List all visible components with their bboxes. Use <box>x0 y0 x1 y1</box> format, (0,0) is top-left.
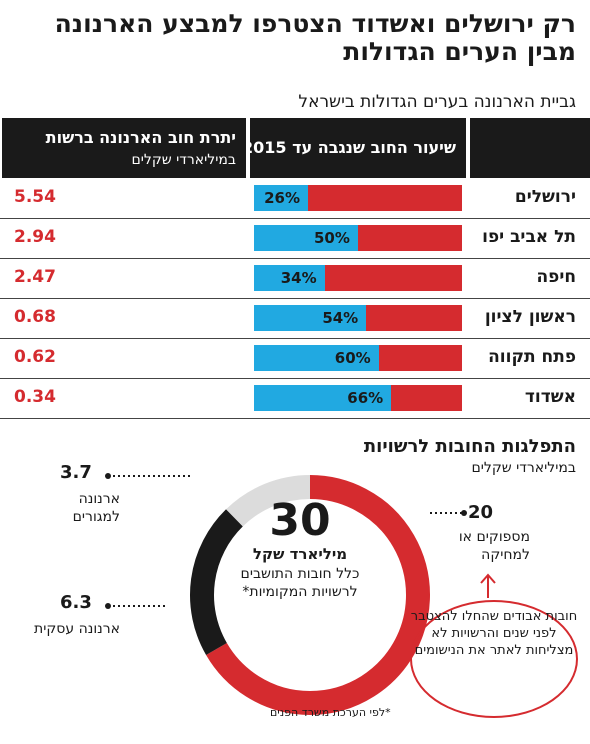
collection-bar: 66% <box>254 385 462 411</box>
collection-bar: 26% <box>254 185 462 211</box>
city-name: תל אביב יפו <box>482 227 576 247</box>
title-line-1: רק ירושלים ואשדוד הצטרפו למבצע הארנונה <box>54 9 576 38</box>
slice-value-residential: 3.7 <box>60 462 92 483</box>
city-name: פתח תקווה <box>488 347 576 367</box>
donut-slice-business <box>190 509 244 655</box>
collected-portion-bar <box>254 345 379 371</box>
donut-slice-residential <box>226 475 311 527</box>
slice-value-business: 6.3 <box>60 592 92 613</box>
title-line-2: מבין הערים הגדולות <box>343 37 576 66</box>
debt-value: 2.94 <box>14 227 56 247</box>
note-arrow-head <box>480 573 496 584</box>
table-row: אשדוד 66% 0.34 <box>0 378 590 419</box>
collection-bar: 60% <box>254 345 462 371</box>
donut-total-unit: מיליארד שקל <box>252 545 348 563</box>
header-city-cell <box>470 118 590 178</box>
collected-pct-label: 60% <box>334 349 371 367</box>
note-bubble <box>410 600 578 718</box>
collected-portion-bar <box>254 225 358 251</box>
leader-dot-business <box>105 603 111 609</box>
donut-slice-write-off <box>206 475 430 715</box>
leader-dot-write-off <box>461 510 467 516</box>
table-row: ראשון לציון 54% 0.68 <box>0 298 590 339</box>
collection-bar: 34% <box>254 265 462 291</box>
collection-table: שיעור החוב שנגבה עד 2015 יתרת חוב הארנונ… <box>0 118 590 419</box>
collected-pct-label: 54% <box>322 309 359 327</box>
slice-label-residential: ארנונה למגורים <box>72 491 120 525</box>
note-text: חובות אבודים שהחלו להצטבר לפני שנים והרש… <box>410 609 578 658</box>
debt-value: 5.54 <box>14 187 56 207</box>
slice-label-write-off: מספוקים או למחיקה <box>458 529 530 563</box>
collected-pct-label: 66% <box>347 389 384 407</box>
table-row: חיפה 34% 2.47 <box>0 258 590 299</box>
collected-pct-label: 26% <box>264 189 300 207</box>
table-row: ירושלים 26% 5.54 <box>0 178 590 219</box>
distribution-title: התפלגות החובות לרשויות <box>363 436 576 457</box>
header-pct-label: שיעור החוב שנגבה עד 2015 <box>241 138 456 157</box>
table-row: פתח תקווה 60% 0.62 <box>0 338 590 379</box>
city-name: חיפה <box>536 267 576 287</box>
collected-portion-bar <box>254 185 309 211</box>
collection-bar: 54% <box>254 305 462 331</box>
table-subtitle: גביית הארנונה בערים הגדולות בישראל <box>298 92 576 112</box>
header-debt-label: יתרת חוב הארנונה ברשות <box>45 128 236 147</box>
footnote: *לפי הערכת משרד הפנים <box>270 706 391 719</box>
debt-value: 0.68 <box>14 307 56 327</box>
collected-portion-bar <box>254 305 367 331</box>
donut-total-desc: כלל חובות התושבים לרשויות המקומיות* <box>240 566 360 600</box>
debt-value: 0.34 <box>14 387 56 407</box>
slice-label-business: ארנונה עסקית <box>34 621 120 637</box>
collected-pct-label: 50% <box>314 229 350 247</box>
city-name: ירושלים <box>514 187 576 207</box>
table-row: תל אביב יפו 50% 2.94 <box>0 218 590 259</box>
collected-pct-label: 34% <box>280 269 317 287</box>
leader-dot-residential <box>105 473 111 479</box>
debt-donut-chart <box>190 475 430 715</box>
distribution-subtitle: במיליארדי שקלים <box>471 460 576 476</box>
header-debt-unit: במיליארדי שקלים <box>131 152 236 168</box>
collection-bar: 50% <box>254 225 462 251</box>
debt-value: 0.62 <box>14 347 56 367</box>
collected-portion-bar <box>254 265 325 291</box>
collected-portion-bar <box>254 385 392 411</box>
donut-total: 30 <box>269 495 331 546</box>
header-pct-cell: שיעור החוב שנגבה עד 2015 <box>242 118 466 178</box>
slice-value-write-off: 20 <box>468 502 494 523</box>
header-debt-cell: יתרת חוב הארנונה ברשות במיליארדי שקלים <box>2 118 246 178</box>
page-title: רק ירושלים ואשדוד הצטרפו למבצע הארנונה מ… <box>16 10 576 66</box>
city-name: ראשון לציון <box>484 307 576 327</box>
city-name: אשדוד <box>524 387 576 407</box>
debt-value: 2.47 <box>14 267 56 287</box>
